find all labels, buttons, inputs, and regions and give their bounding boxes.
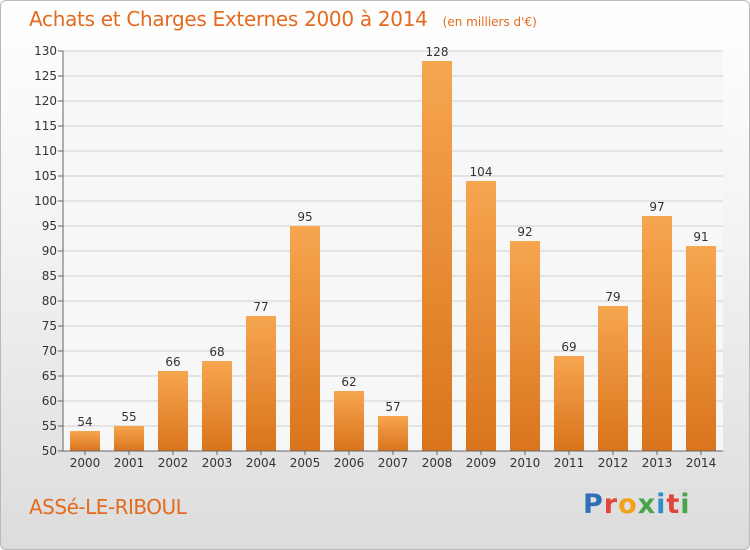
proxiti-logo: Proxiti [583, 489, 691, 520]
x-tick-label: 2009 [466, 456, 497, 470]
logo-letter: t [666, 489, 681, 520]
y-tick-label: 95 [42, 219, 57, 233]
data-label: 55 [121, 410, 136, 424]
data-label: 79 [605, 290, 620, 304]
x-tick-label: 2003 [202, 456, 233, 470]
logo-letter: P [583, 489, 604, 520]
data-label: 91 [693, 230, 708, 244]
y-tick-label: 120 [34, 94, 57, 108]
y-tick-label: 50 [42, 444, 57, 458]
x-tick-label: 2000 [70, 456, 101, 470]
bar [466, 181, 496, 451]
data-label: 66 [165, 355, 180, 369]
bar [422, 61, 452, 451]
x-tick-label: 2004 [246, 456, 277, 470]
bar [598, 306, 628, 451]
logo-letter: i [656, 489, 667, 520]
y-tick-label: 130 [34, 44, 57, 58]
y-tick-label: 75 [42, 319, 57, 333]
x-tick-label: 2002 [158, 456, 189, 470]
bar [158, 371, 188, 451]
bar [70, 431, 100, 451]
y-tick-label: 125 [34, 69, 57, 83]
data-label: 128 [426, 45, 449, 59]
data-label: 54 [77, 415, 92, 429]
y-tick-label: 110 [34, 144, 57, 158]
y-tick-label: 65 [42, 369, 57, 383]
bar [686, 246, 716, 451]
logo-letter: i [680, 489, 691, 520]
chart-unit: (en milliers d'€) [442, 15, 537, 29]
title-row: Achats et Charges Externes 2000 à 2014 (… [29, 7, 537, 31]
bar [554, 356, 584, 451]
y-tick-label: 70 [42, 344, 57, 358]
y-tick-label: 60 [42, 394, 57, 408]
x-tick-label: 2008 [422, 456, 453, 470]
x-tick-label: 2012 [598, 456, 629, 470]
y-tick-label: 100 [34, 194, 57, 208]
bar [334, 391, 364, 451]
y-tick-label: 85 [42, 269, 57, 283]
data-labels: 54 55 66 68 77 95 62 57 128 104 92 69 79 97 91 [77, 45, 708, 429]
y-tick-label: 115 [34, 119, 57, 133]
bar [202, 361, 232, 451]
data-label: 92 [517, 225, 532, 239]
logo-letter: x [637, 489, 657, 520]
bar [510, 241, 540, 451]
data-label: 69 [561, 340, 576, 354]
bar [290, 226, 320, 451]
logo-letter: o [618, 489, 638, 520]
y-tick-label: 80 [42, 294, 57, 308]
bar [114, 426, 144, 451]
data-label: 62 [341, 375, 356, 389]
data-label: 57 [385, 400, 400, 414]
x-tick-label: 2005 [290, 456, 321, 470]
bar [246, 316, 276, 451]
chart-title: Achats et Charges Externes 2000 à 2014 [29, 7, 428, 31]
data-label: 97 [649, 200, 664, 214]
y-tick-label: 90 [42, 244, 57, 258]
x-tick-label: 2011 [554, 456, 585, 470]
y-tick-label: 105 [34, 169, 57, 183]
x-tick-label: 2013 [642, 456, 673, 470]
data-label: 77 [253, 300, 268, 314]
x-tick-label: 2014 [686, 456, 717, 470]
x-tick-label: 2006 [334, 456, 365, 470]
commune-name: ASSé-LE-RIBOUL [29, 495, 187, 519]
bars [70, 61, 716, 451]
data-label: 68 [209, 345, 224, 359]
data-label: 95 [297, 210, 312, 224]
x-tick-label: 2001 [114, 456, 145, 470]
bar [642, 216, 672, 451]
bar [378, 416, 408, 451]
x-tick-label: 2007 [378, 456, 409, 470]
data-label: 104 [470, 165, 493, 179]
axes: 50 55 60 65 70 75 80 85 90 95 100 105 110 115 120 125 13… [34, 44, 723, 470]
logo-letter: r [603, 489, 619, 520]
y-tick-label: 55 [42, 419, 57, 433]
x-tick-label: 2010 [510, 456, 541, 470]
